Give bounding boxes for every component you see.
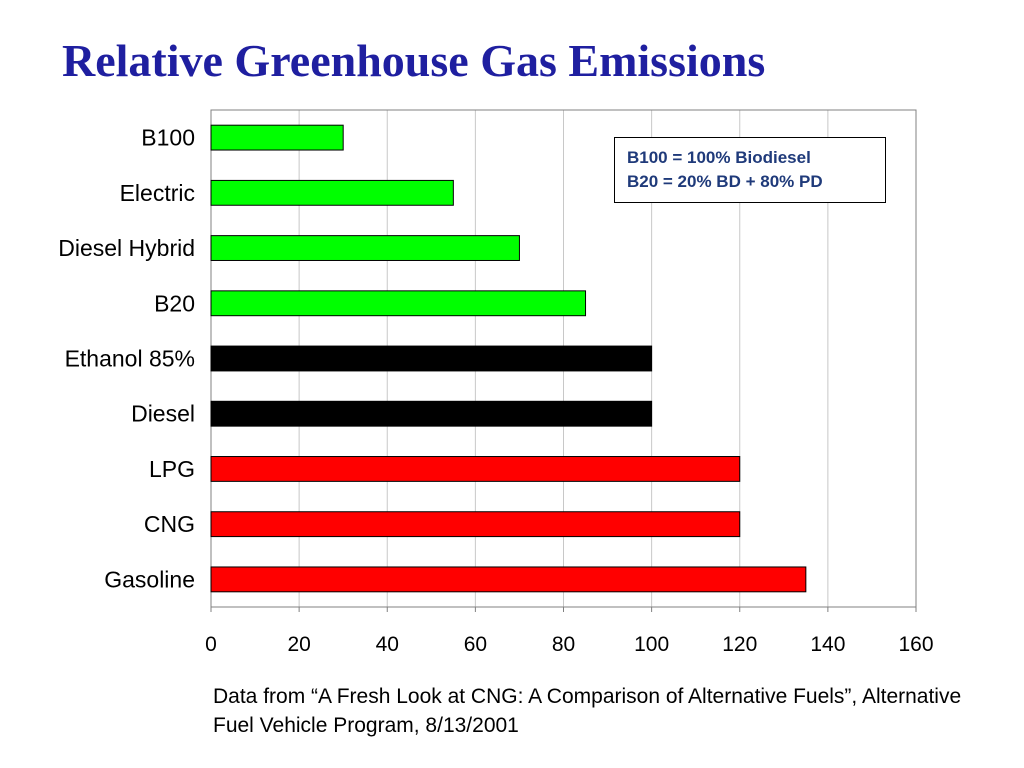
source-note: Data from “A Fresh Look at CNG: A Compar…	[213, 685, 962, 737]
x-tick-label: 20	[287, 633, 310, 656]
bar-b100	[210, 124, 344, 151]
x-tick-label: 40	[376, 633, 399, 656]
x-tick-label: 0	[205, 633, 217, 656]
bar-diesel-hybrid	[210, 235, 520, 261]
bar-electric	[210, 179, 454, 206]
x-tick-labels: 0 20 40 60 80 100 120 140 160	[205, 633, 933, 656]
category-label: CNG	[144, 511, 195, 537]
category-label: LPG	[149, 456, 195, 482]
category-label: Gasoline	[104, 566, 195, 592]
bar-b20	[210, 290, 587, 317]
x-tick-label: 160	[898, 633, 933, 656]
bars	[210, 124, 807, 593]
chart-title: Relative Greenhouse Gas Emissions	[62, 35, 766, 86]
category-label: Electric	[120, 180, 195, 206]
x-tick-label: 120	[722, 633, 757, 656]
note-line-b100: B100 = 100% Biodiesel	[627, 148, 811, 167]
bar-lpg	[210, 456, 741, 482]
note-line-b20: B20 = 20% BD + 80% PD	[627, 172, 823, 191]
bar-gasoline	[210, 566, 807, 593]
bar-diesel	[210, 400, 653, 427]
category-label: Diesel	[131, 401, 195, 427]
bar-ethanol-85	[210, 345, 653, 372]
abbreviation-note: B100 = 100% Biodiesel B20 = 20% BD + 80%…	[614, 137, 886, 203]
category-label: B100	[141, 125, 195, 151]
category-label: B20	[154, 290, 195, 316]
category-label: Ethanol 85%	[65, 346, 195, 372]
x-tick-label: 80	[552, 633, 575, 656]
x-tick-label: 60	[464, 633, 487, 656]
bar-cng	[210, 511, 741, 538]
category-label: Diesel Hybrid	[58, 235, 195, 261]
x-tick-label: 100	[634, 633, 669, 656]
x-tick-label: 140	[810, 633, 845, 656]
category-labels: B100 Electric Diesel Hybrid B20 Ethanol 85% D…	[58, 125, 195, 593]
